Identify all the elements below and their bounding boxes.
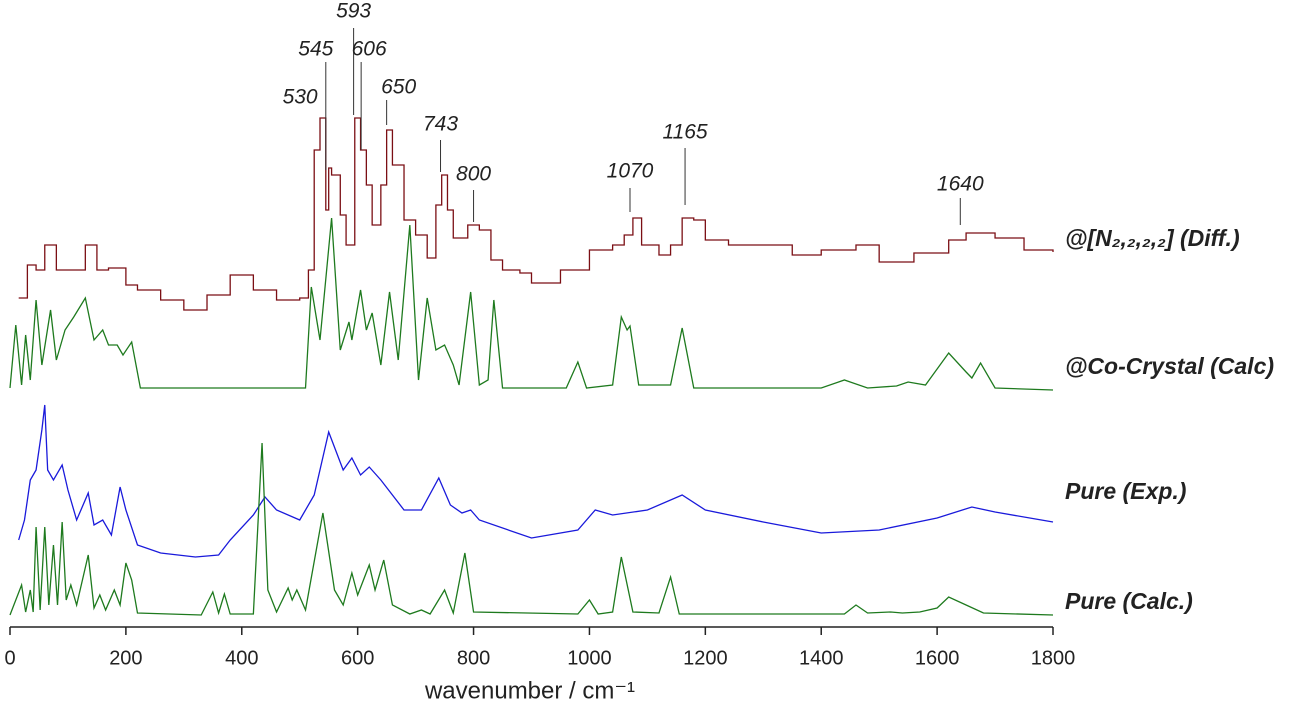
- series-label: @[N₂,₂,₂,₂] (Diff.): [1065, 225, 1240, 251]
- peak-label: 800: [456, 163, 491, 186]
- x-axis-label: wavenumber / cm⁻¹: [424, 677, 635, 704]
- spectrum-line: [9, 217, 1054, 391]
- peak-label: 593: [336, 0, 371, 23]
- x-tick-label: 600: [341, 647, 374, 669]
- peak-label: 1165: [662, 121, 707, 144]
- spectrum-line: [9, 442, 1054, 616]
- x-tick-label: 800: [457, 647, 490, 669]
- x-tick-label: 200: [109, 647, 142, 669]
- peak-label: 743: [423, 113, 458, 136]
- peak-label: 1070: [607, 160, 654, 183]
- x-tick-label: 1400: [799, 647, 844, 669]
- x-tick-label: 1600: [915, 647, 960, 669]
- peak-label: 545: [298, 38, 333, 61]
- series-label: @Co-Crystal (Calc): [1065, 353, 1274, 379]
- x-tick-label: 400: [225, 647, 258, 669]
- peak-label: 606: [352, 38, 387, 61]
- x-tick-label: 1200: [683, 647, 728, 669]
- peak-label: 650: [381, 76, 416, 99]
- spectrum-line: [18, 117, 1054, 311]
- x-tick-label: 1000: [567, 647, 612, 669]
- x-tick-label: 0: [4, 647, 15, 669]
- peak-label: 1640: [937, 173, 984, 196]
- x-tick-label: 1800: [1031, 647, 1076, 669]
- peak-label: 530: [283, 86, 318, 109]
- spectrum-line: [18, 404, 1054, 558]
- series-label: Pure (Calc.): [1065, 588, 1193, 614]
- series-label: Pure (Exp.): [1065, 478, 1186, 504]
